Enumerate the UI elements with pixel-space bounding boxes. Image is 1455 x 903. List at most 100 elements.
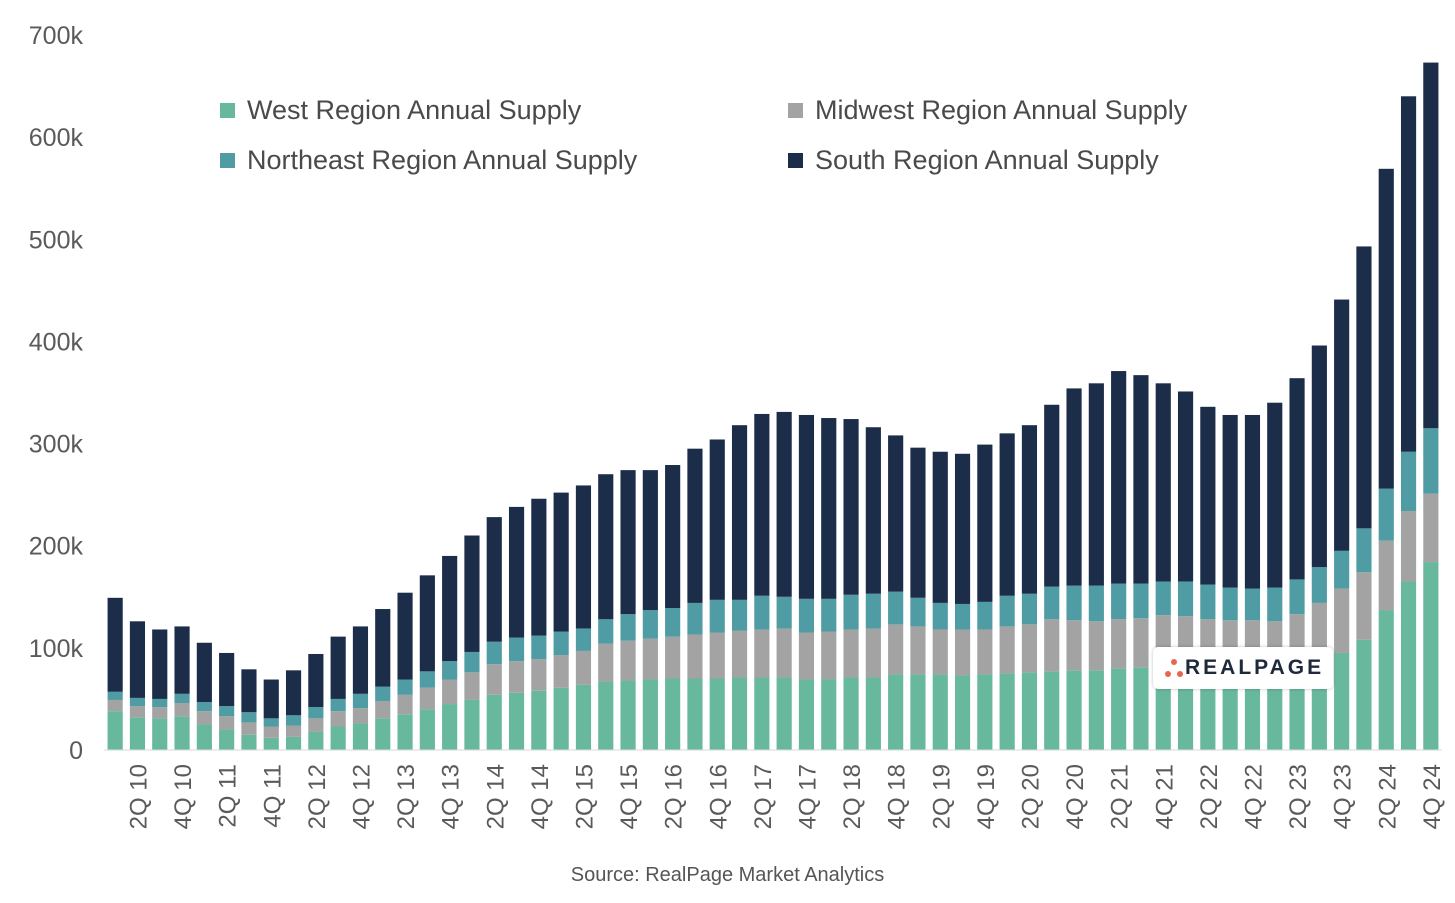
bar-segment: [843, 419, 859, 595]
bar-segment: [1267, 402, 1283, 588]
bar-segment: [107, 691, 123, 700]
bar-segment: [241, 712, 257, 723]
bar-segment: [1378, 540, 1394, 611]
bar-segment: [1066, 670, 1082, 750]
legend-label-northeast: Northeast Region Annual Supply: [247, 145, 638, 175]
bar-segment: [798, 598, 815, 633]
bar-segment: [620, 680, 636, 750]
x-tick-label: 4Q 17: [794, 764, 821, 829]
x-tick-label: 2Q 11: [215, 764, 242, 828]
x-tick-label: 4Q 23: [1330, 764, 1357, 829]
bar-segment: [263, 737, 279, 750]
x-axis: 2Q 10 4Q 10 2Q 11 4Q 11 2Q 12 4Q 12 2Q 13 4Q 13…: [125, 764, 1445, 829]
y-tick-label: 500k: [29, 226, 84, 254]
bar-segment: [665, 678, 681, 750]
x-tick-label: 2Q 17: [750, 764, 777, 829]
legend-swatch-midwest: [788, 103, 803, 118]
bar-segment: [285, 715, 302, 726]
bar-segment: [888, 591, 904, 625]
bar-segment: [575, 628, 592, 651]
legend-swatch-northeast: [220, 153, 235, 168]
bar-segment: [263, 679, 279, 719]
bar-segment: [1378, 488, 1394, 541]
bar-segment: [1133, 583, 1149, 619]
bar-segment: [865, 593, 881, 629]
bar-segment: [196, 711, 212, 725]
bar-segment: [1400, 581, 1417, 750]
bar-segment: [129, 717, 146, 750]
bar-segment: [375, 686, 391, 701]
bar-segment: [1400, 510, 1417, 582]
x-tick-label: 2Q 14: [482, 764, 509, 829]
bar-segment: [308, 718, 324, 732]
bar-segment: [152, 698, 168, 708]
bar-segment: [776, 628, 792, 678]
bar-segment: [219, 706, 235, 717]
bar-segment: [821, 418, 837, 599]
bar-segment: [1133, 375, 1149, 584]
bar-segment: [352, 708, 369, 724]
bar-segment: [285, 670, 302, 716]
bar-segment: [531, 498, 547, 636]
bar-segment: [731, 677, 748, 750]
bar-segment: [1088, 621, 1104, 671]
bar-segment: [709, 678, 725, 750]
bar-segment: [1244, 588, 1261, 621]
bar-segment: [1356, 528, 1372, 573]
bar-segment: [308, 731, 324, 750]
bar-segment: [1021, 425, 1038, 594]
bar-segment: [575, 485, 592, 629]
bar-segment: [910, 626, 926, 675]
bar-segment: [665, 465, 681, 609]
x-tick-label: 4Q 12: [348, 764, 375, 829]
x-tick-label: 2Q 20: [1017, 764, 1044, 829]
bar-segment: [999, 595, 1015, 627]
bar-segment: [821, 598, 837, 632]
bar-segment: [932, 629, 948, 675]
bar-segment: [598, 643, 614, 682]
legend-label-midwest: Midwest Region Annual Supply: [815, 95, 1188, 125]
bar-segment: [620, 614, 636, 641]
bar-segment: [419, 709, 435, 750]
bar-segment: [1066, 620, 1082, 671]
bar-segment: [932, 451, 948, 603]
bar-segment: [464, 672, 480, 700]
bar-segment: [464, 651, 480, 673]
source-note: Source: RealPage Market Analytics: [570, 864, 885, 886]
bar-segment: [1021, 624, 1038, 673]
bar-segment: [375, 700, 391, 719]
bar-segment: [999, 626, 1015, 674]
bar-segment: [687, 448, 703, 603]
bar-segment: [776, 677, 792, 750]
bar-segment: [910, 447, 926, 598]
bar-segment: [1400, 451, 1417, 511]
bar-segment: [731, 425, 748, 600]
bar-segment: [977, 601, 993, 630]
bar-segment: [731, 630, 748, 678]
bar-segment: [1423, 493, 1439, 563]
bar-segment: [598, 474, 614, 620]
bar-segment: [1133, 667, 1149, 750]
x-tick-label: 2Q 10: [125, 764, 152, 829]
bar-segment: [575, 684, 592, 750]
bar-segment: [174, 626, 190, 694]
bar-segment: [152, 718, 168, 750]
bar-segment: [241, 669, 257, 713]
bar-segment: [1044, 404, 1060, 587]
bar-segment: [1267, 685, 1283, 750]
bar-segment: [196, 642, 212, 702]
bar-segment: [1088, 670, 1104, 750]
bar-segment: [798, 632, 815, 680]
bar-segment: [531, 690, 547, 750]
bar-segment: [219, 652, 235, 707]
bar-segment: [1423, 562, 1439, 750]
bar-segment: [1044, 619, 1060, 672]
y-tick-label: 100k: [29, 635, 84, 663]
x-tick-label: 2Q 24: [1374, 764, 1401, 829]
x-tick-label: 2Q 15: [571, 764, 598, 829]
bar-segment: [709, 599, 725, 633]
bar-segment: [263, 718, 279, 727]
bar-segment: [508, 637, 525, 662]
bar-segment: [954, 603, 971, 630]
bar-segment: [196, 724, 212, 750]
